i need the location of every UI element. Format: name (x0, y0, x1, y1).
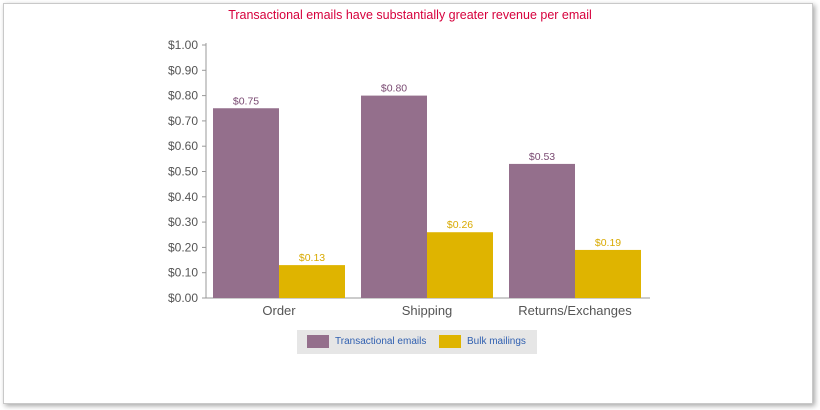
data-label: $0.80 (381, 83, 407, 95)
y-tick-label: $0.70 (168, 114, 198, 128)
data-label: $0.53 (529, 151, 555, 163)
legend-swatch-transactional (307, 335, 329, 348)
bar (575, 249, 641, 298)
legend-item-transactional: Transactional emails (307, 335, 426, 348)
y-tick-label: $0.20 (168, 240, 198, 254)
legend-label-bulk: Bulk mailings (467, 336, 526, 347)
y-tick-label: $0.80 (168, 89, 198, 103)
data-labels: $0.75 $0.13 $0.80 $0.26 $0.53 $0.19 (233, 83, 621, 265)
data-label: $0.75 (233, 95, 259, 107)
x-category-label: Shipping (402, 303, 453, 318)
y-tick-label: $0.10 (168, 266, 198, 280)
y-tick-label: $0.60 (168, 139, 198, 153)
chart-legend: Transactional emails Bulk mailings (297, 330, 537, 354)
bar (279, 265, 345, 298)
bar (361, 95, 427, 298)
data-label: $0.13 (299, 252, 325, 264)
x-axis-categories: Order Shipping Returns/Exchanges (262, 303, 632, 318)
data-label: $0.19 (595, 237, 621, 249)
chart-bars (213, 95, 641, 298)
bar (427, 232, 493, 298)
y-tick-label: $0.00 (168, 291, 198, 305)
y-tick-label: $0.50 (168, 165, 198, 179)
legend-item-bulk: Bulk mailings (439, 335, 526, 348)
y-tick-label: $1.00 (168, 38, 198, 52)
y-tick-label: $0.30 (168, 215, 198, 229)
legend-label-transactional: Transactional emails (335, 336, 427, 347)
y-tick-label: $0.40 (168, 190, 198, 204)
y-axis-ticks: $0.00 $0.10 $0.20 $0.30 $0.40 $0.50 $0.60 $0.70… (168, 38, 206, 305)
bar (213, 108, 279, 298)
x-category-label: Order (262, 303, 296, 318)
y-tick-label: $0.90 (168, 63, 198, 77)
legend-swatch-bulk (439, 335, 461, 348)
bar (509, 163, 575, 298)
x-category-label: Returns/Exchanges (518, 303, 632, 318)
chart-title: Transactional emails have substantially … (228, 8, 592, 22)
data-label: $0.26 (447, 219, 473, 231)
